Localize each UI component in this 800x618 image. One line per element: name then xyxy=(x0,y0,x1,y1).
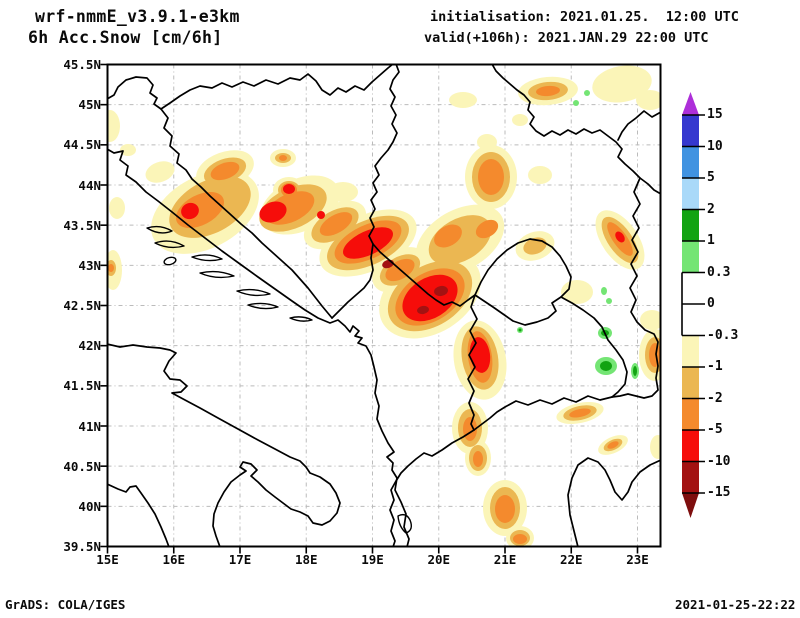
axis-ticks xyxy=(100,63,639,554)
lat-tick-label: 44.5N xyxy=(63,137,101,153)
colorbar-tick-label: 10 xyxy=(707,138,723,154)
creation-timestamp: 2021-01-25-22:22 xyxy=(675,597,796,612)
lon-tick-label: 17E xyxy=(228,552,252,567)
colorbar-segment xyxy=(682,398,699,430)
map-frame xyxy=(106,63,662,548)
lon-tick-label: 18E xyxy=(294,552,318,567)
colorbar-under-arrow xyxy=(682,493,699,518)
colorbar-tick-label: 1 xyxy=(707,233,715,248)
colorbar-tick-label: 0.3 xyxy=(707,264,731,280)
lat-tick-label: 41N xyxy=(78,418,101,434)
colorbar-segment xyxy=(682,241,699,273)
valid-time: valid(+106h): 2021.JAN.29 22:00 UTC xyxy=(424,30,709,46)
model-title: wrf-nmmE_v3.9.1-e3km xyxy=(35,7,240,26)
colorbar-tick-label: -1 xyxy=(707,359,723,374)
colorbar-segment xyxy=(682,335,699,367)
lat-tick-label: 42.5N xyxy=(63,298,101,313)
lon-tick-label: 23E xyxy=(626,552,649,567)
variable-title: 6h Acc.Snow [cm/6h] xyxy=(28,28,223,47)
colorbar-tick-label: 15 xyxy=(707,107,723,122)
lon-tick-label: 20E xyxy=(427,552,451,567)
colorbar-segment xyxy=(682,178,699,210)
colorbar-tick-label: 5 xyxy=(707,170,715,185)
lon-tick-label: 22E xyxy=(559,552,583,567)
colorbar-segment xyxy=(682,115,699,147)
colorbar-tick-label: 2 xyxy=(707,201,715,217)
grads-credit: GrADS: COLA/IGES xyxy=(5,597,126,612)
lat-tick-label: 44N xyxy=(78,177,101,193)
colorbar-over-arrow xyxy=(682,92,699,115)
lat-tick-label: 40.5N xyxy=(63,458,101,474)
colorbar-segment xyxy=(682,304,699,336)
colorbar-tick-label: -15 xyxy=(707,485,731,500)
colorbar-segment xyxy=(682,146,699,178)
colorbar xyxy=(681,92,705,518)
lat-tick-label: 45N xyxy=(78,97,101,113)
lat-tick-label: 43N xyxy=(78,257,101,273)
colorbar-tick-label: -0.3 xyxy=(707,327,739,343)
lon-tick-label: 16E xyxy=(162,552,186,567)
colorbar-tick-label: -5 xyxy=(707,422,723,437)
colorbar-tick-label: -2 xyxy=(707,390,723,406)
lon-tick-label: 19E xyxy=(361,552,384,567)
lat-tick-label: 42N xyxy=(78,338,101,354)
lat-tick-label: 43.5N xyxy=(63,217,101,233)
colorbar-tick-label: -10 xyxy=(707,453,731,469)
init-time: initialisation: 2021.01.25. 12:00 UTC xyxy=(430,9,739,25)
colorbar-segment xyxy=(682,209,699,241)
lon-tick-label: 15E xyxy=(96,552,119,567)
lat-tick-label: 39.5N xyxy=(63,539,101,554)
lon-tick-label: 21E xyxy=(493,552,517,567)
lat-tick-label: 45.5N xyxy=(63,57,101,72)
colorbar-tick-label: 0 xyxy=(707,296,715,311)
lat-tick-label: 40N xyxy=(78,498,101,514)
lat-tick-label: 41.5N xyxy=(63,378,101,394)
colorbar-segment xyxy=(682,461,699,493)
colorbar-segment xyxy=(682,272,699,304)
coastlines-and-borders xyxy=(107,64,661,547)
colorbar-segment xyxy=(682,367,699,399)
colorbar-segment xyxy=(682,430,699,462)
